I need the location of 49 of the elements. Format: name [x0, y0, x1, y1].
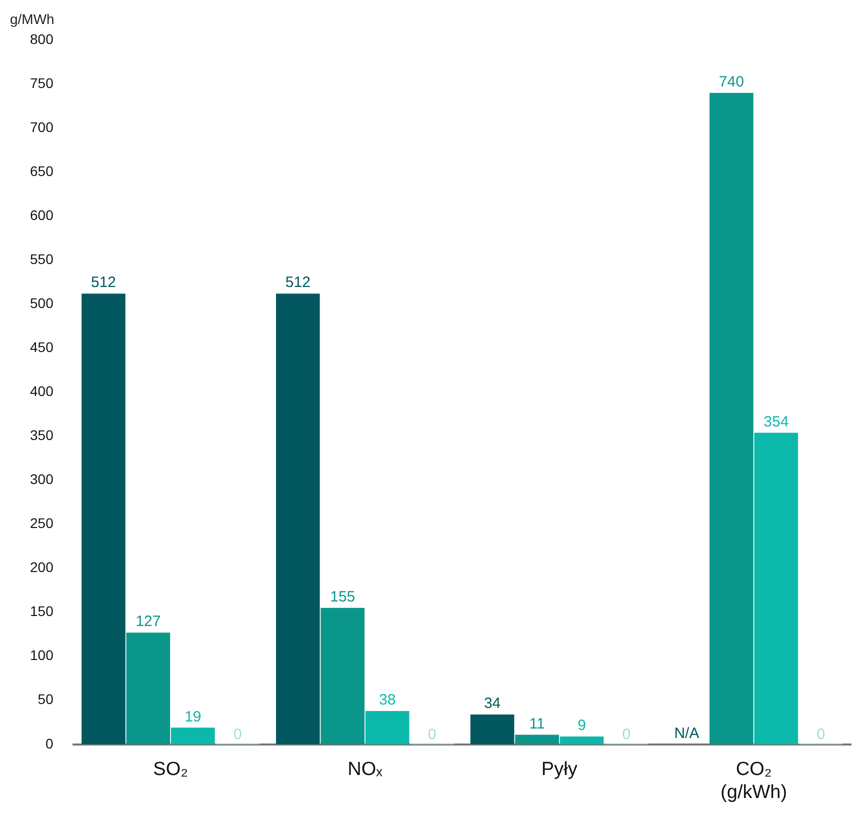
y-tick-label: 700 [30, 118, 54, 135]
bar [82, 294, 126, 744]
data-label: 0 [428, 726, 436, 744]
y-tick-label: 400 [30, 383, 54, 400]
bar [515, 734, 559, 744]
y-tick-label: 550 [30, 250, 54, 267]
data-label: 9 [578, 717, 586, 734]
bar [470, 714, 514, 744]
bar [126, 632, 170, 744]
y-tick-label: 600 [30, 206, 54, 223]
y-tick-label: 800 [30, 30, 54, 47]
bar [560, 736, 604, 744]
bar [171, 728, 215, 744]
data-label: 19 [184, 708, 202, 726]
data-label: 512 [285, 274, 310, 292]
data-label: 740 [718, 73, 744, 90]
y-tick-label: 650 [30, 162, 54, 179]
data-label: 512 [90, 274, 116, 292]
y-tick-label: 500 [30, 295, 54, 312]
y-tick-label: 750 [30, 74, 54, 91]
x-tick-label: Pyły [541, 759, 578, 780]
y-tick-label: 50 [38, 691, 54, 708]
bar [365, 710, 410, 744]
data-label: 0 [622, 726, 631, 744]
y-tick-label: 350 [30, 427, 54, 444]
data-label: 0 [233, 726, 242, 744]
y-axis-title: g/MWh [10, 10, 54, 27]
data-label: 0 [816, 726, 826, 744]
x-tick-label: SO₂ [153, 759, 188, 780]
data-label: 38 [378, 692, 396, 709]
data-label: 155 [330, 588, 356, 606]
bar [710, 92, 754, 744]
y-tick-label: 250 [30, 515, 54, 532]
data-label: 34 [484, 695, 501, 712]
y-tick-label: 100 [30, 647, 54, 664]
data-label: 354 [764, 413, 789, 430]
data-label: 127 [136, 613, 161, 630]
bar [754, 432, 798, 744]
y-tick-label: 300 [30, 471, 54, 488]
y-tick-label: 450 [30, 339, 54, 356]
x-tick-label: NOₓ [348, 759, 384, 780]
y-tick-label: 0 [46, 735, 54, 752]
x-tick-label: CO₂ (g/kWh) [720, 759, 788, 803]
bar [276, 294, 320, 744]
data-label: 11 [529, 715, 545, 732]
bar [320, 608, 365, 744]
y-tick-label: 150 [30, 603, 54, 620]
y-tick-label: 200 [30, 559, 54, 576]
text: N/A [674, 725, 700, 742]
